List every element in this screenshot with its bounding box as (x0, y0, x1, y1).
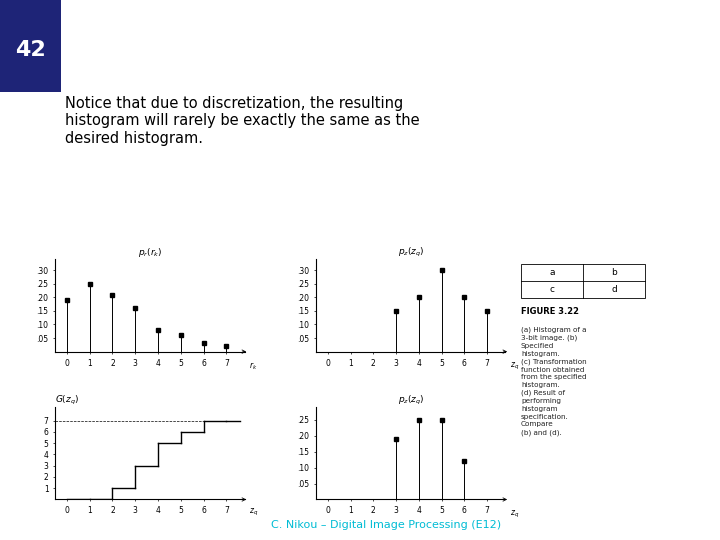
Text: a: a (549, 268, 555, 277)
FancyBboxPatch shape (0, 0, 61, 92)
Bar (521, 264, 645, 298)
Text: $z_q$: $z_q$ (249, 507, 258, 518)
Title: $p_z(z_q)$: $p_z(z_q)$ (397, 394, 424, 407)
Text: C. Nikou – Digital Image Processing (E12): C. Nikou – Digital Image Processing (E12… (271, 520, 501, 530)
Title: $p_z(z_q)$: $p_z(z_q)$ (397, 246, 424, 259)
Text: Example: Example (328, 59, 454, 85)
Text: (a) Histogram of a
3-bit image. (b)
Specified
histogram.
(c) Transformation
func: (a) Histogram of a 3-bit image. (b) Spec… (521, 327, 587, 436)
Text: $G(z_q)$: $G(z_q)$ (55, 394, 80, 407)
Title: $p_r(r_k)$: $p_r(r_k)$ (138, 246, 162, 259)
Text: $z_q$: $z_q$ (510, 361, 519, 372)
Text: Notice that due to discretization, the resulting
histogram will rarely be exactl: Notice that due to discretization, the r… (66, 96, 420, 146)
Text: $z_q$: $z_q$ (510, 509, 519, 520)
Text: FIGURE 3.22: FIGURE 3.22 (521, 307, 579, 316)
Text: $r_k$: $r_k$ (249, 361, 258, 373)
Text: 42: 42 (15, 40, 46, 60)
Text: c: c (549, 285, 554, 294)
Text: b: b (611, 268, 617, 277)
Text: Histogram Specification (cont...): Histogram Specification (cont...) (148, 13, 634, 39)
Text: Images taken from Gonzalez & Woods, Digital Image Processing (2002): Images taken from Gonzalez & Woods, Digi… (24, 293, 28, 504)
Text: d: d (611, 285, 617, 294)
